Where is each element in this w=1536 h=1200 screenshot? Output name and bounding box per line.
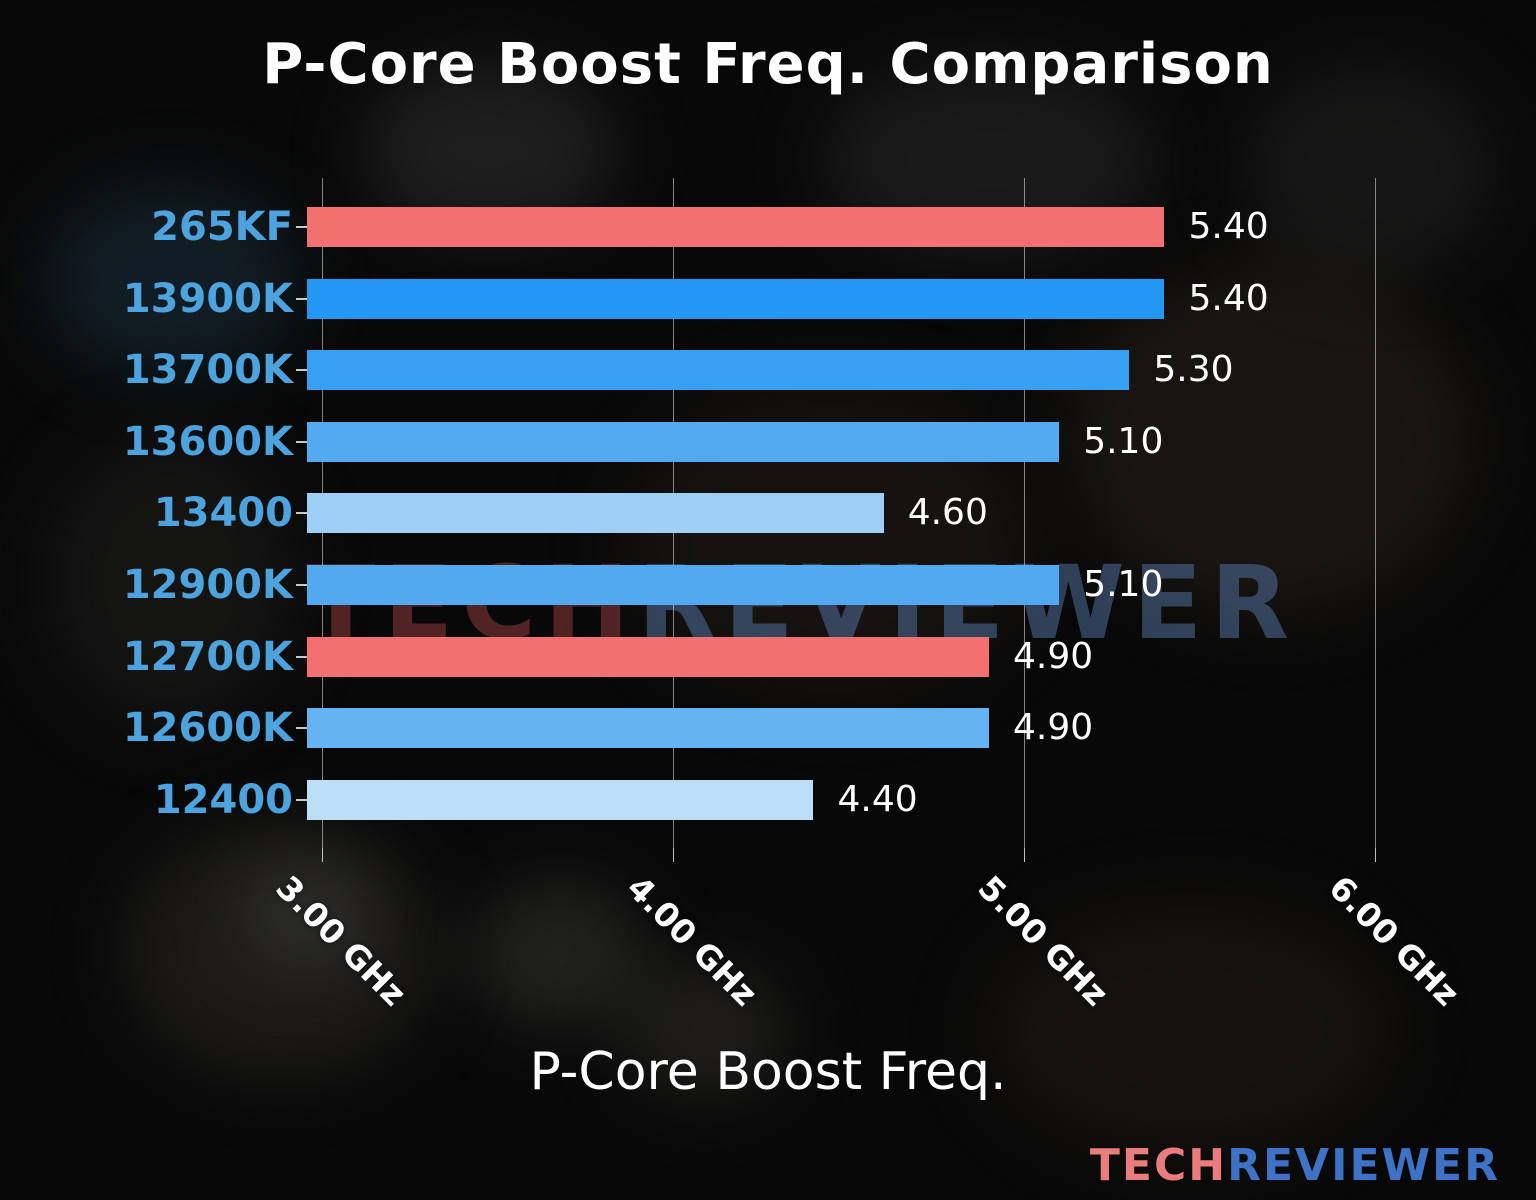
bar-12900K [307, 565, 1060, 605]
bar-12400 [307, 779, 814, 820]
chart-title: P-Core Boost Freq. Comparison [262, 32, 1274, 97]
bokeh-blob [1060, 260, 1480, 620]
y-axis-tick [296, 440, 307, 443]
gridline [1024, 178, 1026, 848]
bar-value-label: 4.60 [907, 492, 988, 534]
x-axis-tick-label: 3.00 GHz [268, 868, 415, 1014]
bar-12600K [307, 708, 989, 749]
y-axis-tick [296, 727, 307, 730]
bar-13600K [307, 421, 1060, 462]
category-label: 13600K [122, 418, 293, 465]
bar-value-label: 5.10 [1083, 564, 1164, 605]
bar-13400 [307, 493, 884, 534]
bar-value-label: 5.30 [1153, 349, 1234, 391]
bokeh-blob [1240, 60, 1500, 280]
category-label: 265KF [151, 204, 293, 250]
bokeh-blob [40, 430, 300, 730]
logo-tech: TECH [1089, 1140, 1228, 1191]
category-label: 12900K [122, 562, 293, 608]
bokeh-blob [40, 180, 300, 380]
y-axis-tick [296, 297, 307, 300]
bar-13900K [307, 278, 1165, 319]
x-axis-tick [673, 848, 675, 862]
bar-value-label: 5.40 [1188, 277, 1269, 319]
category-label: 12700K [122, 633, 293, 680]
bokeh-blob [980, 900, 1400, 1160]
x-axis-tick [1375, 848, 1377, 862]
y-axis-tick [296, 798, 307, 801]
bar-value-label: 4.90 [1012, 635, 1094, 677]
bar-13700K [307, 350, 1130, 391]
bar-value-label: 4.90 [1012, 707, 1094, 749]
bar-12700K [307, 636, 989, 677]
gridline [1375, 178, 1377, 848]
bokeh-blob [470, 880, 650, 1030]
bar-value-label: 5.10 [1083, 420, 1164, 462]
y-axis-tick [296, 226, 307, 228]
y-axis-tick [296, 369, 307, 372]
x-axis-tick-label: 5.00 GHz [970, 868, 1117, 1014]
category-label: 13700K [122, 347, 293, 394]
y-axis-tick [296, 512, 307, 515]
bar-value-label: 4.40 [837, 778, 918, 820]
category-label: 13400 [153, 490, 293, 537]
x-axis-label: P-Core Boost Freq. [529, 1042, 1007, 1102]
category-label: 13900K [122, 275, 293, 322]
y-axis-tick [296, 655, 307, 658]
category-label: 12600K [122, 705, 293, 752]
bar-value-label: 5.40 [1188, 206, 1269, 247]
x-axis-tick [1024, 848, 1026, 862]
bar-265KF [307, 207, 1165, 247]
x-axis-tick-label: 4.00 GHz [619, 868, 766, 1014]
techreviewer-logo: TECHREVIEWER [1090, 1140, 1500, 1191]
bokeh-blob [620, 960, 790, 1100]
y-axis-tick [296, 584, 307, 586]
x-axis-tick-label: 6.00 GHz [1321, 868, 1468, 1014]
category-label: 12400 [153, 776, 293, 823]
logo-reviewer: REVIEWER [1227, 1140, 1500, 1191]
bokeh-blob [240, 860, 370, 970]
x-axis-tick [322, 848, 324, 862]
